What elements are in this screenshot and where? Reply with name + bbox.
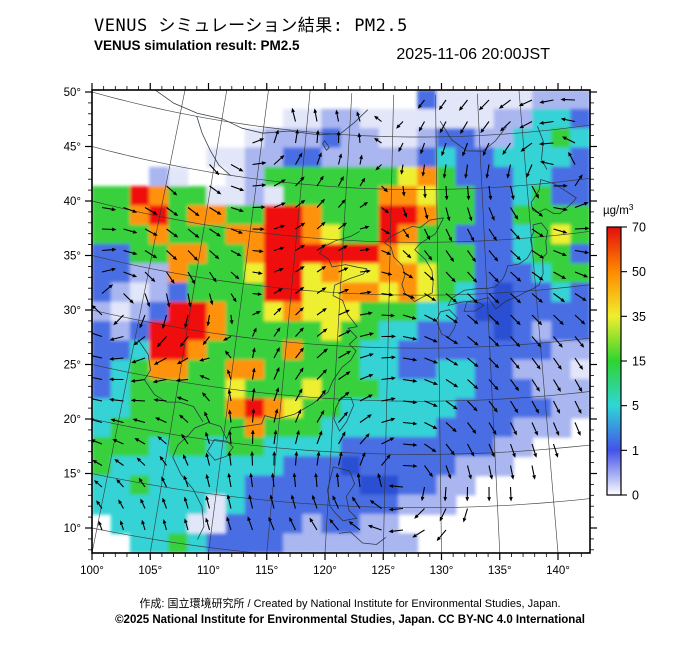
coastline-hainan [206, 439, 234, 461]
colorbar-tick-label: 70 [632, 221, 646, 235]
coastline-korea-china-border [384, 217, 444, 244]
y-axis-tick-label: 35° [64, 251, 81, 263]
coastline-kyushu [435, 309, 458, 338]
wind-arrow-layer [92, 97, 590, 542]
colorbar-tick-label: 5 [632, 399, 639, 413]
attribution-line1: 作成: 国立環境研究所 / Created by National Instit… [139, 598, 561, 610]
y-axis-tick-label: 20° [64, 414, 81, 426]
colorbar-tick-label: 35 [632, 310, 646, 324]
axis-ticks [85, 83, 597, 560]
colorbar-tick-label: 15 [632, 355, 646, 369]
timestamp: 2025-11-06 20:00JST [396, 46, 550, 63]
coastline-sakhalin [537, 125, 548, 170]
colorbar-gradient [606, 226, 622, 496]
x-axis-tick-label: 110° [197, 565, 220, 577]
colorbar-tick-label: 0 [632, 489, 639, 503]
coastline-korea-coast [384, 217, 444, 302]
coastline-amur-coast [439, 120, 507, 152]
y-axis-tick-label: 15° [64, 469, 81, 481]
x-axis-tick-label: 105° [138, 565, 162, 577]
y-axis-tick-label: 40° [64, 196, 81, 208]
page-title-english: VENUS simulation result: PM2.5 [94, 38, 300, 53]
heatmap-layer [92, 90, 590, 553]
x-axis-tick-label: 115° [255, 565, 278, 577]
y-axis-tick-label: 50° [64, 87, 81, 99]
x-axis-tick-label: 100° [80, 565, 104, 577]
y-axis-tick-label: 10° [64, 523, 81, 535]
coastline-honshu [447, 222, 549, 310]
coastline-russia-border [154, 90, 369, 136]
coastline-taiwan [333, 396, 355, 432]
y-axis-tick-label: 45° [64, 142, 81, 154]
colorbar: 70 50 35 15 5 1 0 µg/m3 [603, 202, 646, 503]
coastline-shikoku [463, 301, 485, 312]
coastline-hulun-lake [322, 139, 330, 151]
colorbar-tick-label: 1 [632, 444, 639, 458]
axis-tick-labels: 100° 105° 110° 115° 120° 125° 130° 135° 140° 50° 4… [64, 87, 570, 577]
y-axis-tick-label: 30° [64, 305, 81, 317]
graticule-layer [92, 90, 590, 553]
coastline-luzon [327, 466, 358, 522]
x-axis-tick-label: 130° [430, 565, 454, 577]
page-title-japanese: VENUS シミュレーション結果: PM2.5 [94, 16, 408, 36]
x-axis-tick-label: 120° [313, 565, 337, 577]
coastline-altai-border [196, 116, 231, 176]
colorbar-unit-label: µg/m3 [603, 202, 634, 217]
x-axis-tick-label: 135° [488, 565, 512, 577]
coastline-china-coast [172, 231, 368, 540]
x-axis-tick-label: 125° [371, 565, 395, 577]
x-axis-tick-label: 140° [546, 565, 570, 577]
coastline-layer [137, 90, 577, 545]
attribution-line2: ©2025 National Institute for Environment… [115, 614, 585, 626]
coastline-hokkaido [530, 179, 577, 215]
colorbar-tick-label: 50 [632, 265, 646, 279]
coastline-visayas [338, 531, 387, 545]
y-axis-tick-label: 25° [64, 360, 81, 372]
map-frame [91, 89, 591, 554]
coastline-vietnam-china-border [137, 339, 204, 423]
